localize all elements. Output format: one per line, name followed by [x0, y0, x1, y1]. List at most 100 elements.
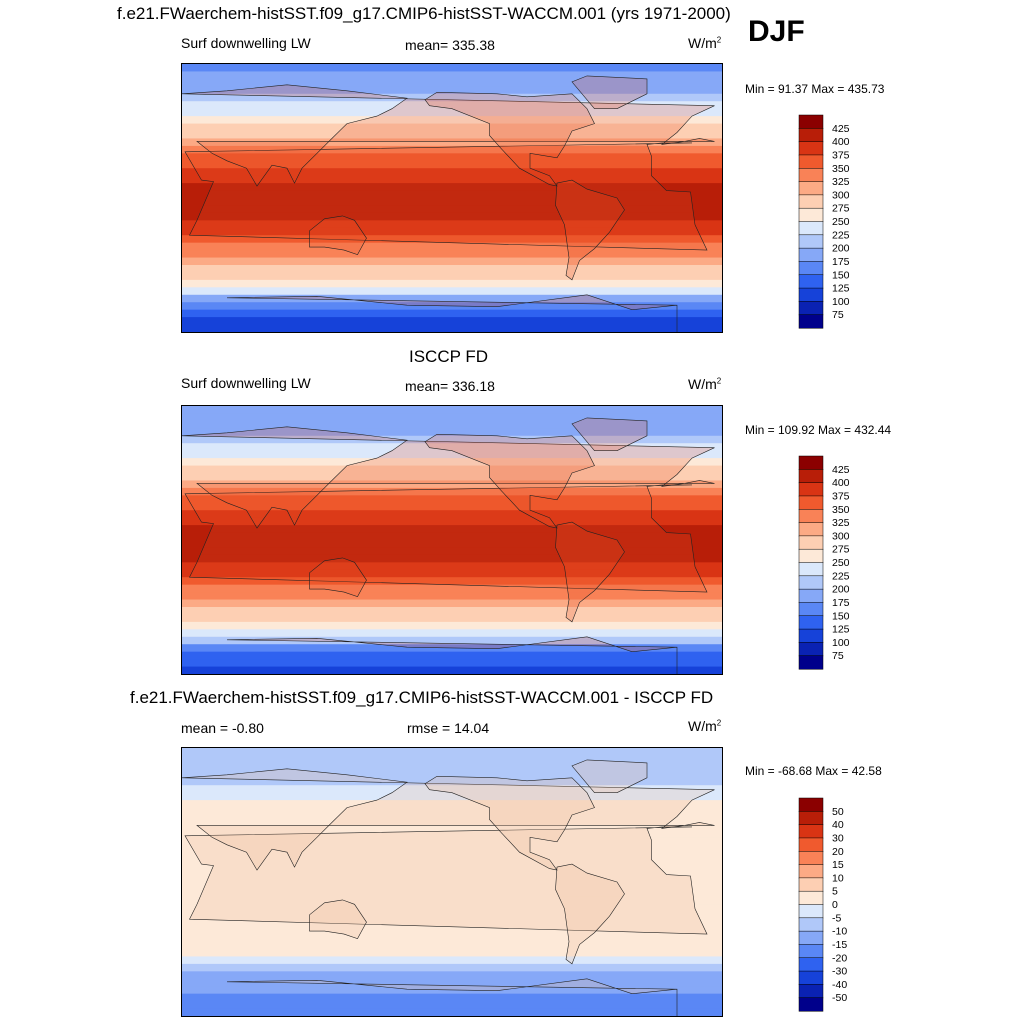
panel1-units: W/m2 — [688, 35, 722, 51]
colorbar-swatch — [798, 141, 824, 156]
field-band — [182, 844, 722, 853]
colorbar-swatch — [798, 469, 824, 484]
field-band — [182, 443, 722, 452]
field-band — [182, 160, 722, 169]
field-band — [182, 584, 722, 593]
field-band — [182, 659, 722, 668]
colorbar-swatch — [798, 247, 824, 262]
colorbar-swatch — [798, 615, 824, 630]
field-band — [182, 265, 722, 274]
field-band — [182, 205, 722, 214]
colorbar-swatch — [798, 642, 824, 657]
colorbar-tick-label: -20 — [832, 952, 847, 964]
panel2-title: ISCCP FD — [409, 347, 489, 366]
field-band — [182, 450, 722, 459]
field-band — [182, 651, 722, 660]
field-band — [182, 755, 722, 764]
colorbar-swatch — [798, 957, 824, 972]
field-band — [182, 889, 722, 898]
field-band — [182, 963, 722, 972]
colorbar-tick-label: 425 — [832, 123, 850, 135]
field-band — [182, 882, 722, 891]
field-band — [182, 629, 722, 638]
continent-outline — [226, 636, 678, 674]
colorbar-tick-label: 250 — [832, 216, 850, 228]
field-band — [182, 956, 722, 965]
field-band — [182, 465, 722, 474]
colorbar-tick-label: -5 — [832, 912, 841, 924]
colorbar-tick-label: 200 — [832, 584, 850, 596]
field-band — [182, 636, 722, 645]
field-band — [182, 480, 722, 489]
field-band — [182, 175, 722, 184]
colorbar-tick-label: -10 — [832, 926, 847, 938]
colorbar-swatch — [798, 221, 824, 236]
field-band — [182, 785, 722, 794]
coastlines — [182, 759, 715, 1016]
colorbar-tick-label: 275 — [832, 203, 850, 215]
colorbar-tick-label: 300 — [832, 189, 850, 201]
panel2-mean-label: mean= 336.18 — [405, 378, 495, 394]
field-band — [182, 473, 722, 482]
field-band — [182, 748, 722, 757]
field-band — [182, 525, 722, 534]
colorbar-tick-label: -40 — [832, 979, 847, 991]
field-band — [182, 227, 722, 236]
field-band — [182, 859, 722, 868]
field-band — [182, 599, 722, 608]
field-band — [182, 257, 722, 266]
field-band — [182, 294, 722, 303]
field-band — [182, 413, 722, 422]
colorbar-tick-label: 75 — [832, 650, 844, 662]
colorbar-swatch — [798, 455, 824, 470]
continent-outline — [226, 294, 678, 332]
continent-outline — [571, 759, 648, 793]
field-band — [182, 874, 722, 883]
colorbar-tick-label: 175 — [832, 256, 850, 268]
coastlines — [182, 417, 715, 674]
colorbar-swatch — [798, 314, 824, 329]
panel1-title: f.e21.FWaerchem-histSST.f09_g17.CMIP6-hi… — [117, 4, 731, 23]
field-band — [182, 978, 722, 987]
colorbar-swatch — [798, 562, 824, 577]
panel2-minmax: Min = 109.92 Max = 432.44 — [745, 423, 892, 437]
field-band — [182, 78, 722, 87]
continent-outline — [571, 75, 648, 109]
colorbar-tick-label: 375 — [832, 149, 850, 161]
colorbar-tick-label: 20 — [832, 846, 844, 858]
field-band — [182, 993, 722, 1002]
colorbar-tick-label: 325 — [832, 176, 850, 188]
panel2-variable-label: Surf downwelling LW — [181, 375, 311, 391]
colorbar-swatch — [798, 495, 824, 510]
colorbar-tick-label: -30 — [832, 966, 847, 978]
field-band — [182, 250, 722, 259]
field-band — [182, 540, 722, 549]
colorbar-swatch — [798, 655, 824, 670]
field-band — [182, 64, 722, 73]
field-band — [182, 532, 722, 541]
colorbar-swatch — [798, 482, 824, 497]
continent-outline — [309, 215, 367, 255]
field-band — [182, 614, 722, 623]
colorbar-tick-label: 300 — [832, 530, 850, 542]
colorbar-swatch — [798, 588, 824, 603]
colorbar-swatch — [798, 851, 824, 866]
colorbar-swatch — [798, 811, 824, 826]
field-band — [182, 911, 722, 920]
field-band — [182, 592, 722, 601]
field-band — [182, 807, 722, 816]
field-band — [182, 971, 722, 980]
colorbar-swatch — [798, 997, 824, 1012]
field-band — [182, 554, 722, 563]
panel3-mean-label: mean = -0.80 — [181, 720, 264, 736]
colorbar-tick-label: 125 — [832, 624, 850, 636]
colorbar-tick-label: 275 — [832, 544, 850, 556]
panel2-map — [181, 405, 723, 675]
field-band — [182, 607, 722, 616]
field-band — [182, 458, 722, 467]
colorbar-swatch — [798, 602, 824, 617]
colorbar-tick-label: 50 — [832, 806, 844, 818]
colorbar-tick-label: 400 — [832, 136, 850, 148]
continent-outline — [424, 91, 595, 187]
panel3-map — [181, 747, 723, 1017]
